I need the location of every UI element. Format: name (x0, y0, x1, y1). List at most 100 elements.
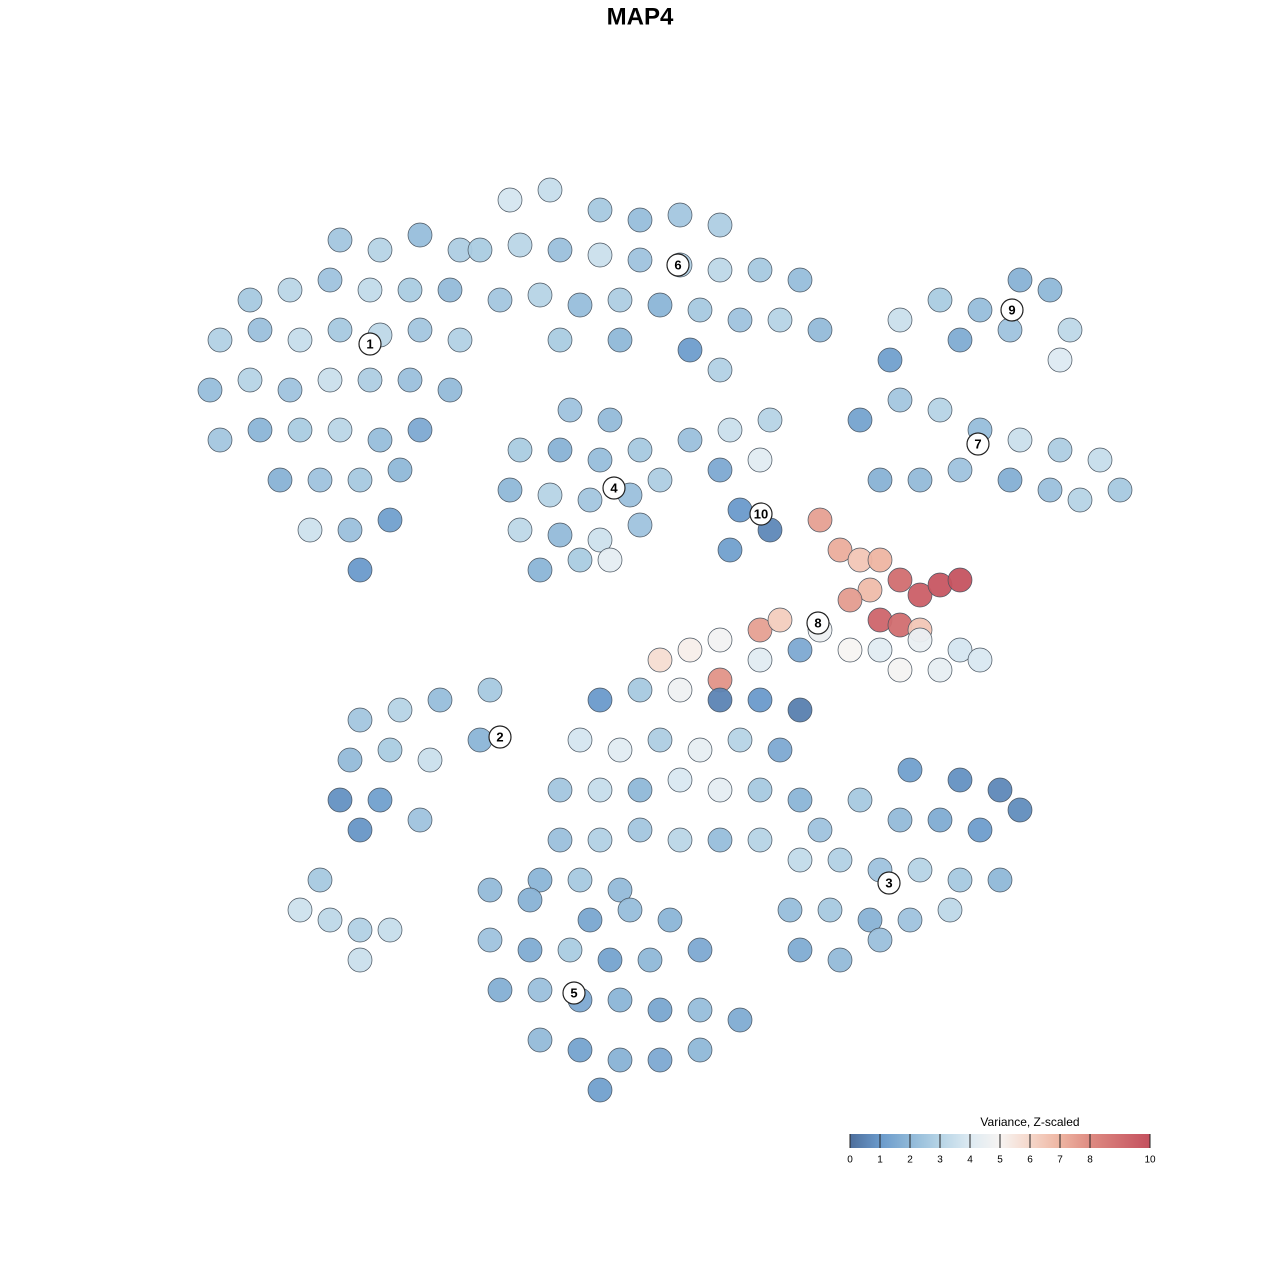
point (547, 437, 573, 463)
colorbar-tick-label: 8 (1087, 1155, 1093, 1166)
point (347, 557, 373, 583)
point (287, 327, 313, 353)
point (557, 397, 583, 423)
point (627, 677, 653, 703)
point (677, 637, 703, 663)
point (507, 232, 533, 258)
point (827, 537, 853, 563)
point (967, 817, 993, 843)
cluster-marker (806, 611, 830, 635)
point (467, 727, 493, 753)
point (727, 497, 753, 523)
cluster-marker (488, 725, 512, 749)
point (567, 1037, 593, 1063)
point (967, 647, 993, 673)
point (867, 467, 893, 493)
point (567, 867, 593, 893)
point (547, 827, 573, 853)
point (987, 777, 1013, 803)
point (307, 467, 333, 493)
cluster-marker (666, 253, 690, 277)
point (787, 697, 813, 723)
point (867, 927, 893, 953)
point (1007, 797, 1033, 823)
point (597, 407, 623, 433)
point (597, 547, 623, 573)
point (447, 327, 473, 353)
point (607, 987, 633, 1013)
point (357, 277, 383, 303)
point (787, 847, 813, 873)
cluster-label: 8 (814, 615, 821, 630)
point (657, 907, 683, 933)
cluster-label: 6 (674, 257, 681, 272)
point (377, 917, 403, 943)
point (507, 437, 533, 463)
cluster-marker (877, 871, 901, 895)
point (987, 867, 1013, 893)
point (547, 327, 573, 353)
point (347, 467, 373, 493)
point (497, 187, 523, 213)
point (807, 817, 833, 843)
point (527, 557, 553, 583)
point (627, 437, 653, 463)
point (727, 1007, 753, 1033)
point (717, 417, 743, 443)
cluster-marker (1000, 298, 1024, 322)
point (477, 877, 503, 903)
point (587, 1077, 613, 1103)
point (517, 937, 543, 963)
point (647, 467, 673, 493)
point (1007, 427, 1033, 453)
point (627, 207, 653, 233)
point (927, 287, 953, 313)
point (367, 787, 393, 813)
point (197, 377, 223, 403)
point (317, 907, 343, 933)
legend-title: Variance, Z-scaled (980, 1115, 1079, 1129)
point (707, 687, 733, 713)
colorbar-tick-label: 10 (1144, 1155, 1156, 1166)
point (747, 647, 773, 673)
point (587, 527, 613, 553)
point (757, 407, 783, 433)
point (947, 637, 973, 663)
point (267, 467, 293, 493)
point (407, 417, 433, 443)
point (297, 517, 323, 543)
point (587, 447, 613, 473)
point (387, 457, 413, 483)
point (347, 817, 373, 843)
point (547, 777, 573, 803)
point (647, 292, 673, 318)
point (677, 427, 703, 453)
point (517, 887, 543, 913)
point (497, 477, 523, 503)
point (907, 627, 933, 653)
point (947, 767, 973, 793)
point (687, 737, 713, 763)
point (1107, 477, 1133, 503)
point (1057, 317, 1083, 343)
point (577, 487, 603, 513)
colorbar-tick-label: 1 (877, 1155, 883, 1166)
point (747, 617, 773, 643)
point (407, 222, 433, 248)
point (587, 687, 613, 713)
point (337, 747, 363, 773)
point (247, 317, 273, 343)
point (687, 1037, 713, 1063)
point (537, 482, 563, 508)
point (817, 897, 843, 923)
point (377, 737, 403, 763)
point (237, 287, 263, 313)
point (877, 347, 903, 373)
points (197, 177, 1133, 1103)
point (397, 367, 423, 393)
colorbar-tick-label: 3 (937, 1155, 943, 1166)
point (437, 377, 463, 403)
point (677, 337, 703, 363)
